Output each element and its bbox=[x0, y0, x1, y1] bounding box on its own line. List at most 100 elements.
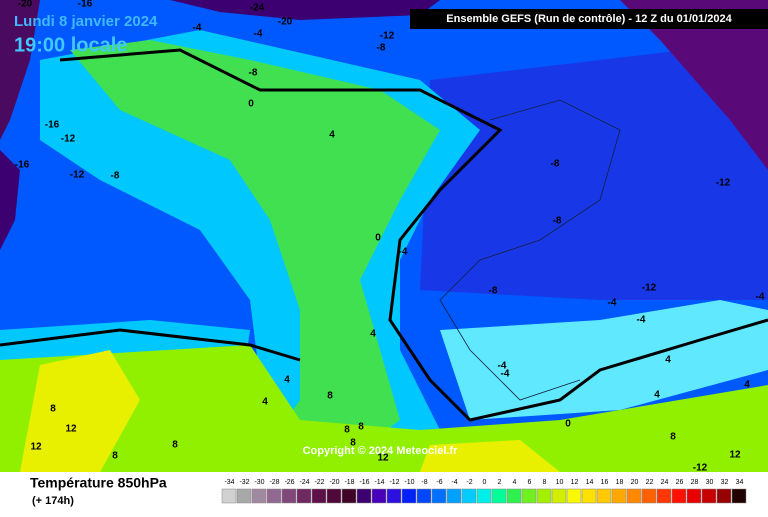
very-cold-region bbox=[0, 150, 20, 250]
scale-swatch bbox=[671, 488, 687, 504]
contour-label: -12 bbox=[642, 283, 657, 294]
scale-swatch bbox=[266, 488, 282, 504]
contour-label: -12 bbox=[70, 170, 85, 181]
contour-label: 12 bbox=[65, 424, 77, 435]
scale-swatch bbox=[461, 488, 477, 504]
scale-swatch bbox=[686, 488, 702, 504]
contour-label: 4 bbox=[370, 329, 376, 340]
contour-label: 4 bbox=[744, 380, 750, 391]
contour-label: 8 bbox=[344, 425, 350, 436]
scale-swatch bbox=[551, 488, 567, 504]
scale-swatch bbox=[581, 488, 597, 504]
contour-label: -8 bbox=[249, 68, 258, 79]
zero-contour bbox=[0, 328, 301, 362]
contour-label: -4 bbox=[501, 369, 510, 380]
model-box bbox=[410, 9, 768, 29]
legend-subtitle: (+ 174h) bbox=[32, 495, 74, 507]
contour-label: -24 bbox=[250, 3, 265, 14]
contour-label: -4 bbox=[756, 292, 765, 303]
contour-label: 8 bbox=[350, 438, 356, 449]
warm-region bbox=[0, 345, 768, 472]
scale-swatch bbox=[656, 488, 672, 504]
scale-swatch bbox=[296, 488, 312, 504]
contour-label: -4 bbox=[193, 23, 202, 34]
contour-label: -4 bbox=[637, 315, 646, 326]
scale-label: 26 bbox=[676, 479, 684, 486]
scale-label: -14 bbox=[374, 479, 384, 486]
scale-label: -28 bbox=[269, 479, 279, 486]
scale-swatch bbox=[731, 488, 747, 504]
warm-tongue bbox=[70, 40, 440, 470]
hot-region bbox=[420, 440, 560, 472]
scale-label: 4 bbox=[513, 479, 517, 486]
contour-label: -12 bbox=[693, 463, 708, 474]
contour-label: 8 bbox=[172, 440, 178, 451]
scale-label: -10 bbox=[404, 479, 414, 486]
contour-label: 4 bbox=[329, 130, 335, 141]
contour-label: -4 bbox=[498, 361, 507, 372]
scale-label: 28 bbox=[691, 479, 699, 486]
scale-swatch bbox=[386, 488, 402, 504]
contour-label: -20 bbox=[18, 0, 33, 10]
contour-label: 0 bbox=[375, 233, 381, 244]
scale-swatch bbox=[371, 488, 387, 504]
time: 19:00 locale bbox=[14, 34, 127, 56]
contour-label: -8 bbox=[111, 171, 120, 182]
scale-swatch bbox=[626, 488, 642, 504]
cold-region bbox=[420, 40, 768, 300]
scale-label: 6 bbox=[528, 479, 532, 486]
scale-swatch bbox=[596, 488, 612, 504]
scale-swatch bbox=[281, 488, 297, 504]
scale-label: 2 bbox=[498, 479, 502, 486]
scale-label: 22 bbox=[646, 479, 654, 486]
contour-label: 8 bbox=[327, 391, 333, 402]
contour-label: -16 bbox=[45, 120, 60, 131]
mediterranean-region bbox=[440, 300, 768, 420]
contour-label: -20 bbox=[278, 17, 293, 28]
scale-label: -2 bbox=[466, 479, 472, 486]
scale-swatch bbox=[221, 488, 237, 504]
scale-swatch bbox=[401, 488, 417, 504]
scale-swatch bbox=[476, 488, 492, 504]
scale-swatch bbox=[416, 488, 432, 504]
scale-label: -26 bbox=[284, 479, 294, 486]
scale-label: -4 bbox=[451, 479, 457, 486]
scale-label: 12 bbox=[571, 479, 579, 486]
contour-label: 0 bbox=[248, 99, 254, 110]
scale-swatch bbox=[716, 488, 732, 504]
scale-label: 32 bbox=[721, 479, 729, 486]
scale-label: 34 bbox=[736, 479, 744, 486]
scale-label: 16 bbox=[601, 479, 609, 486]
coastline bbox=[439, 99, 621, 401]
contour-label: -4 bbox=[608, 298, 617, 309]
contour-label: -4 bbox=[399, 247, 408, 258]
scale-label: -30 bbox=[254, 479, 264, 486]
scale-label: 8 bbox=[543, 479, 547, 486]
scale-swatch bbox=[491, 488, 507, 504]
contour-label: -12 bbox=[716, 178, 731, 189]
scale-label: -16 bbox=[359, 479, 369, 486]
scale-swatch bbox=[521, 488, 537, 504]
scale-label: 14 bbox=[586, 479, 594, 486]
scale-swatch bbox=[701, 488, 717, 504]
contour-label: -12 bbox=[61, 134, 76, 145]
scale-swatch bbox=[446, 488, 462, 504]
contour-label: -8 bbox=[553, 216, 562, 227]
copyright: Copyright © 2024 Meteociel.fr bbox=[303, 445, 459, 457]
scale-label: 10 bbox=[556, 479, 564, 486]
contour-label: 8 bbox=[112, 451, 118, 462]
scale-label: -6 bbox=[436, 479, 442, 486]
contour-label: -8 bbox=[489, 286, 498, 297]
scale-label: -32 bbox=[239, 479, 249, 486]
scale-swatch bbox=[356, 488, 372, 504]
contour-label: 4 bbox=[654, 390, 660, 401]
contour-label: -8 bbox=[551, 159, 560, 170]
contour-label: 8 bbox=[670, 432, 676, 443]
scale-label: 30 bbox=[706, 479, 714, 486]
contour-label: 8 bbox=[358, 422, 364, 433]
contour-label: -16 bbox=[78, 0, 93, 10]
scale-swatch bbox=[566, 488, 582, 504]
very-cold-region bbox=[170, 0, 440, 20]
scale-swatch bbox=[236, 488, 252, 504]
contour-label: -4 bbox=[254, 29, 263, 40]
